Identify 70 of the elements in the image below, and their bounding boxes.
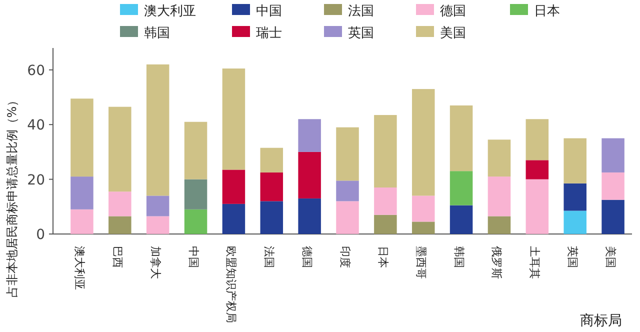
bar bbox=[336, 127, 359, 181]
bar bbox=[70, 98, 94, 177]
bar bbox=[412, 89, 435, 196]
bar bbox=[298, 152, 321, 198]
x-tick-label: 美国 bbox=[604, 246, 618, 268]
bar bbox=[412, 222, 435, 234]
bar bbox=[70, 209, 94, 234]
x-tick-label: 中国 bbox=[186, 246, 200, 268]
bar bbox=[108, 106, 132, 192]
bar bbox=[526, 119, 549, 160]
bar bbox=[222, 204, 246, 234]
bar bbox=[450, 171, 473, 206]
bar bbox=[488, 176, 511, 216]
x-tick-label: 俄罗斯 bbox=[490, 246, 504, 279]
bar bbox=[450, 105, 473, 172]
legend-label: 法国 bbox=[348, 4, 374, 19]
bar bbox=[146, 64, 170, 196]
bar bbox=[602, 200, 624, 234]
bar bbox=[526, 160, 549, 180]
bar bbox=[298, 119, 321, 152]
legend-label: 日本 bbox=[534, 4, 560, 19]
bar bbox=[564, 138, 586, 184]
x-tick-label: 英国 bbox=[566, 246, 580, 268]
y-tick-label: 20 bbox=[27, 172, 45, 188]
bar bbox=[108, 192, 132, 216]
x-tick-label: 法国 bbox=[262, 246, 276, 268]
bar bbox=[374, 214, 397, 234]
x-axis-title: 商标局 bbox=[580, 313, 622, 329]
bar bbox=[602, 172, 624, 200]
x-tick-label: 德国 bbox=[300, 246, 314, 268]
bar bbox=[146, 196, 170, 216]
y-tick-label: 40 bbox=[27, 118, 45, 134]
bar bbox=[374, 188, 397, 215]
bar bbox=[374, 115, 397, 188]
bar bbox=[222, 170, 246, 204]
legend-label: 英国 bbox=[348, 26, 374, 41]
legend-label: 澳大利亚 bbox=[144, 4, 196, 19]
bar bbox=[260, 172, 284, 202]
bar bbox=[146, 216, 170, 234]
bar bbox=[336, 180, 359, 202]
x-tick-label: 日本 bbox=[376, 246, 390, 268]
legend-label: 德国 bbox=[440, 4, 466, 19]
bar bbox=[70, 176, 94, 210]
x-tick-label: 印度 bbox=[338, 246, 352, 268]
bar bbox=[108, 216, 132, 234]
bar bbox=[526, 179, 549, 234]
x-tick-label: 土耳其 bbox=[528, 246, 542, 279]
x-tick-label: 加拿大 bbox=[148, 246, 162, 279]
bar bbox=[260, 148, 284, 172]
bar bbox=[602, 138, 624, 172]
x-tick-label: 墨西哥 bbox=[414, 246, 428, 279]
x-tick-label: 欧盟知识产权局 bbox=[224, 246, 238, 323]
legend-label: 韩国 bbox=[144, 26, 170, 41]
bar bbox=[488, 140, 511, 177]
x-tick-label: 韩国 bbox=[452, 246, 466, 268]
legend-label: 美国 bbox=[440, 25, 466, 41]
bar bbox=[450, 205, 473, 234]
y-axis-title: 占非本地居民商标申请总量比例（%） bbox=[5, 94, 19, 298]
x-tick-label: 澳大利亚 bbox=[72, 246, 86, 290]
bar bbox=[412, 196, 435, 222]
bar bbox=[222, 68, 246, 170]
y-tick-label: 0 bbox=[36, 227, 45, 243]
bar bbox=[336, 201, 359, 234]
bar bbox=[488, 216, 511, 234]
y-tick-label: 60 bbox=[27, 62, 45, 79]
x-tick-label: 巴西 bbox=[110, 246, 124, 268]
bar bbox=[260, 201, 284, 234]
bar bbox=[298, 198, 321, 234]
legend-label: 中国 bbox=[256, 4, 282, 19]
legend-label: 瑞士 bbox=[256, 26, 282, 41]
